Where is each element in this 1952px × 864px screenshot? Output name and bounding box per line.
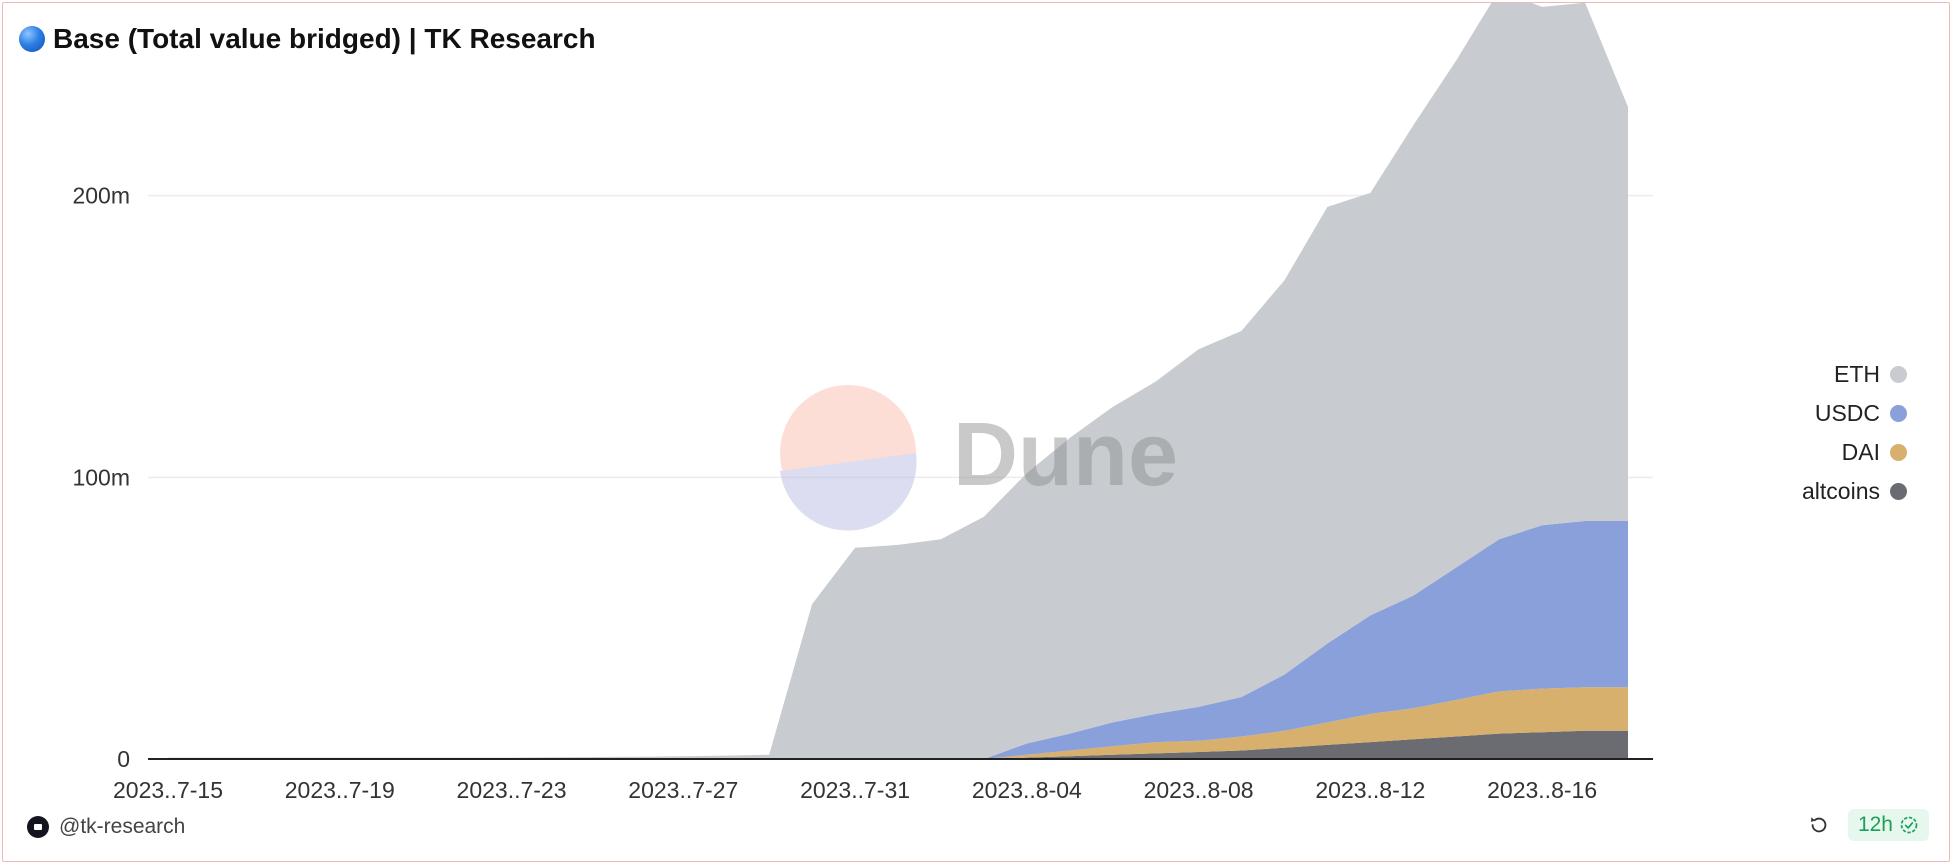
chart-header: Base (Total value bridged) | TK Research (19, 23, 596, 55)
legend-swatch (1890, 405, 1907, 422)
refresh-interval-badge[interactable]: 12h (1847, 809, 1929, 841)
chart-legend: ETH USDC DAI altcoins (1802, 361, 1907, 505)
legend-swatch (1890, 483, 1907, 500)
legend-item-altcoins[interactable]: altcoins (1802, 478, 1907, 505)
badge-text: 12h (1857, 813, 1893, 836)
dune-watermark: Dune (780, 385, 1178, 531)
y-tick-label: 200m (72, 183, 130, 209)
legend-swatch (1890, 366, 1907, 383)
area-usdc (168, 521, 1628, 759)
author-name: @tk-research (59, 815, 186, 838)
watermark-logo (780, 385, 916, 521)
check-badge-icon (1900, 816, 1918, 834)
legend-label: altcoins (1802, 478, 1880, 504)
x-tick-label: 2023..7-19 (285, 777, 395, 803)
area-eth (168, 3, 1628, 759)
legend-label: USDC (1814, 400, 1880, 426)
y-tick-label: 100m (72, 464, 130, 490)
legend-swatch (1890, 444, 1907, 461)
refresh-icon[interactable] (1804, 810, 1834, 840)
legend-item-dai[interactable]: DAI (1842, 439, 1907, 466)
legend-label: DAI (1841, 439, 1880, 465)
legend-item-usdc[interactable]: USDC (1815, 400, 1907, 427)
x-tick-label: 2023..8-08 (1144, 777, 1254, 803)
watermark-text: Dune (953, 405, 1178, 505)
y-tick-label: 0 (117, 746, 130, 772)
x-tick-label: 2023..7-15 (113, 777, 223, 803)
footer-controls: 12h (1804, 809, 1929, 841)
x-tick-label: 2023..7-23 (457, 777, 567, 803)
legend-label: ETH (1834, 361, 1880, 387)
stacked-area-chart: 0 100m 200m 2023..7-15 2023..7-19 2023..7-23 2… (72, 3, 1653, 803)
x-tick-label: 2023..8-16 (1487, 777, 1597, 803)
x-tick-label: 2023..8-04 (972, 777, 1082, 803)
x-tick-label: 2023..8-12 (1315, 777, 1425, 803)
area-altcoins (168, 730, 1628, 759)
watermark-logo-lower (780, 453, 917, 531)
x-tick-label: 2023..7-31 (800, 777, 910, 803)
author-avatar (27, 816, 49, 838)
chart-title: Base (Total value bridged) | TK Research (53, 23, 596, 54)
area-dai (168, 687, 1628, 759)
x-tick-label: 2023..7-27 (628, 777, 738, 803)
author-link[interactable]: @tk-research (27, 815, 185, 839)
blue-circle-icon (19, 26, 45, 52)
legend-item-eth[interactable]: ETH (1834, 361, 1907, 388)
